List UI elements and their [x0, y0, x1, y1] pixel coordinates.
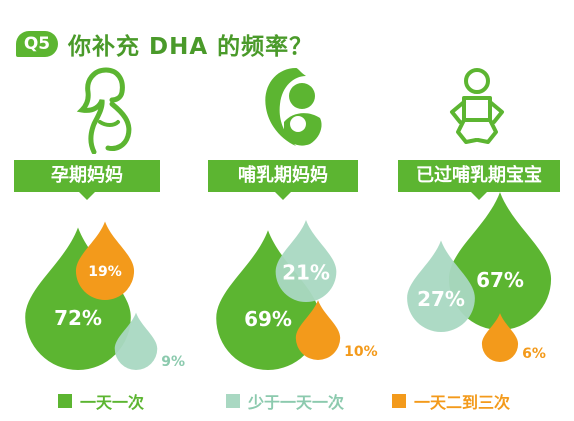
drop-two-three-daily-1: [295, 300, 341, 360]
baby-icon: [450, 68, 504, 144]
drop-label-once-daily-2: 67%: [476, 268, 524, 292]
group-banner-pregnant: 孕期妈妈: [14, 160, 160, 200]
drop-label-once-daily-1: 69%: [244, 307, 292, 331]
legend-item-two-three-daily: 一天二到三次: [392, 389, 510, 413]
drop-label-two-three-daily-2: 6%: [522, 346, 546, 362]
legend-label: 一天一次: [80, 393, 145, 412]
drop-label-once-daily-0: 72%: [54, 306, 102, 330]
question-badge: Q5: [16, 31, 58, 57]
drop-label-two-three-daily-0: 19%: [88, 264, 122, 280]
drop-less-than-daily-2: [407, 240, 475, 332]
legend-swatch: [392, 394, 406, 408]
legend-swatch: [226, 394, 240, 408]
legend-label: 一天二到三次: [414, 393, 511, 412]
group-banner-baby: 已过哺乳期宝宝: [398, 160, 560, 200]
drop-label-less-than-daily-2: 27%: [417, 287, 465, 311]
legend-item-once-daily: 一天一次: [58, 389, 144, 413]
legend-swatch: [58, 394, 72, 408]
question-title: 你补充 DHA 的频率？: [68, 34, 314, 60]
drop-less-than-daily-1: [275, 220, 337, 302]
drop-label-less-than-daily-1: 21%: [282, 261, 330, 285]
drop-two-three-daily-2: [481, 313, 519, 362]
drop-once-daily-0: [25, 227, 131, 370]
legend-item-less-than-daily: 少于一天一次: [226, 389, 344, 413]
drop-two-three-daily-0: [75, 221, 135, 300]
drop-label-less-than-daily-0: 9%: [161, 354, 185, 370]
drop-once-daily-1: [216, 230, 320, 370]
drop-label-two-three-daily-1: 10%: [344, 344, 378, 360]
breastfeeding-mother-icon: [265, 68, 322, 146]
group-banner-breastfeeding: 哺乳期妈妈: [208, 160, 358, 200]
drop-less-than-daily-0: [114, 312, 158, 370]
pregnant-woman-icon: [76, 67, 132, 154]
legend-label: 少于一天一次: [248, 393, 345, 412]
